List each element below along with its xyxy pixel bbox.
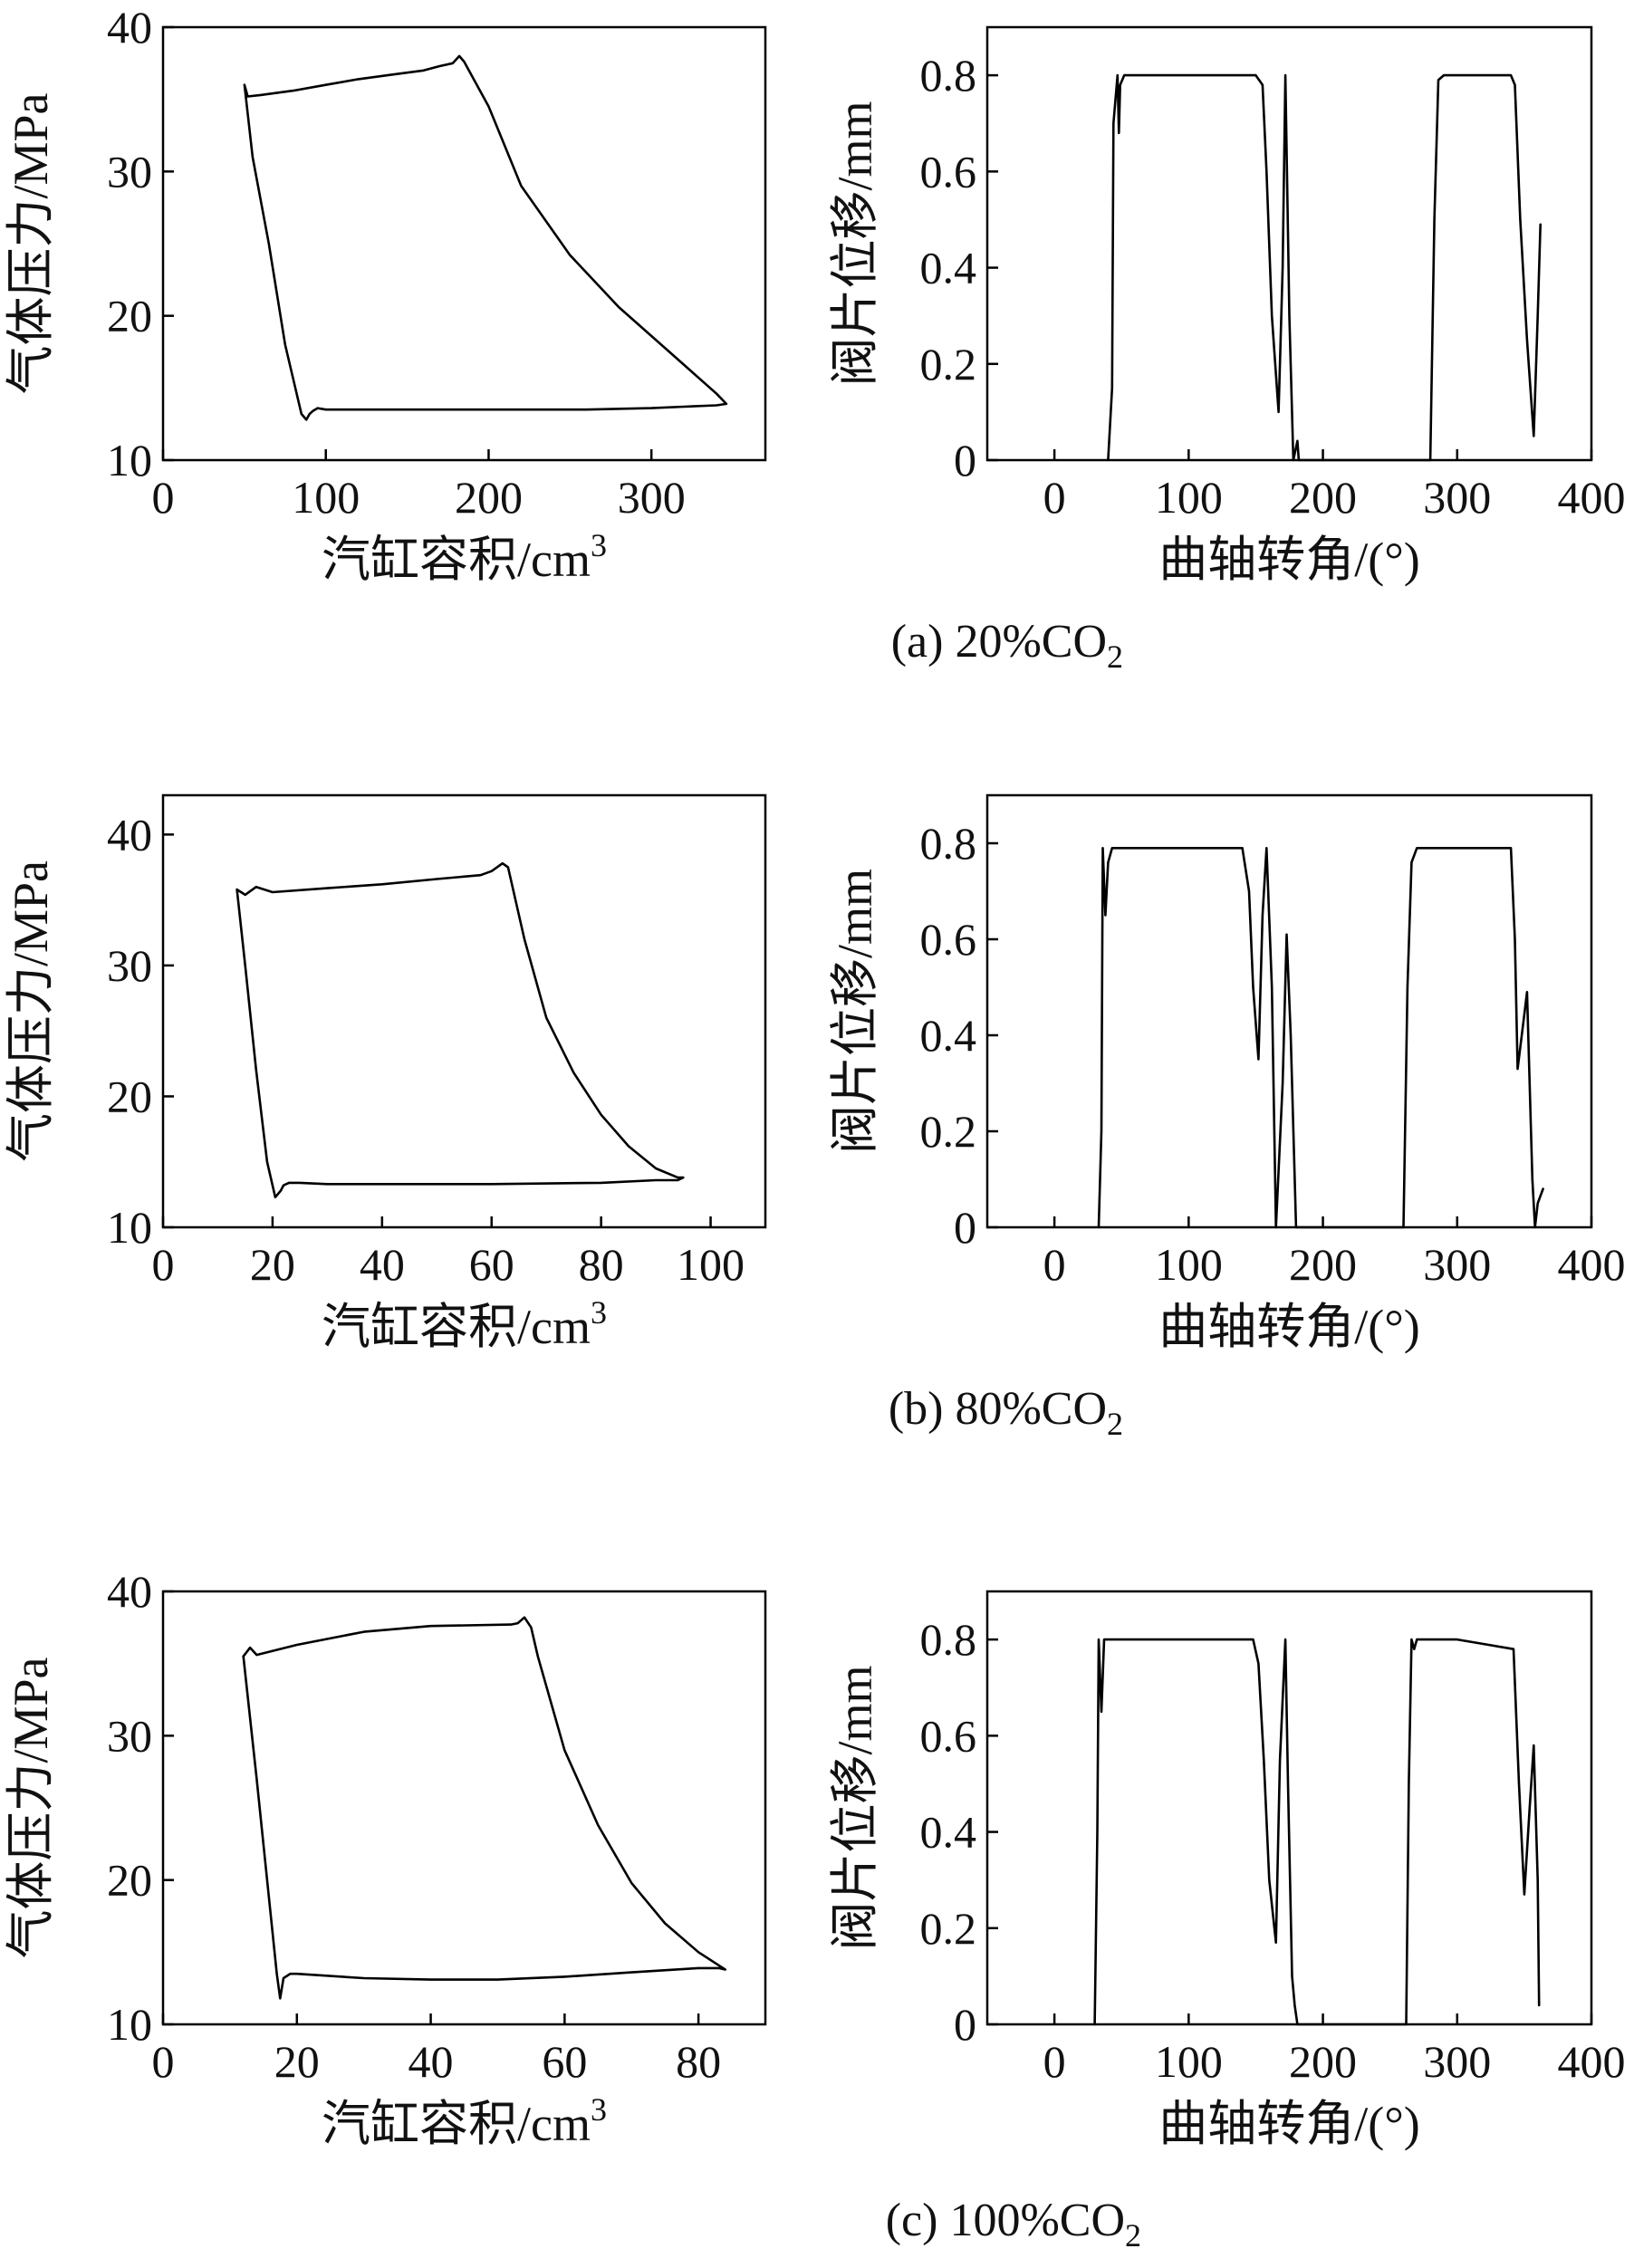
- x-tick-label: 100: [677, 1239, 745, 1290]
- y-axis-label: 气体压力/MPa: [4, 92, 58, 394]
- chart-a-valve: 0 100 200 300 400 0 0.2 0.4 0.6 0.8 曲轴转角/(°) 阀片位移/m…: [828, 25, 1626, 587]
- x-axis-label: 曲轴转角/(°): [1158, 533, 1420, 587]
- x-tick-label: 40: [408, 2036, 454, 2087]
- y-tick-label: 10: [107, 1999, 152, 2050]
- y-tick-label: 0.2: [920, 1903, 977, 1954]
- y-tick-label: 20: [107, 1071, 152, 1121]
- x-axis-label: 汽缸容积/cm3: [322, 527, 607, 587]
- y-tick-label: 0.4: [920, 1807, 977, 1858]
- plot-frame: [985, 1590, 1593, 2026]
- chart-b-valve: 0 100 200 300 400 0 0.2 0.4 0.6 0.8 曲轴转角/(°) 阀片位移/m…: [828, 793, 1626, 1354]
- data-series-line: [1097, 847, 1544, 1229]
- y-axis-label: 气体压力/MPa: [4, 860, 58, 1162]
- y-tick-label: 30: [107, 1710, 152, 1761]
- y-tick-label: 20: [107, 1855, 152, 1906]
- x-tick-label: 200: [1289, 472, 1357, 523]
- data-series-line: [235, 861, 685, 1199]
- y-axis-label: 阀片位移/mm: [828, 101, 882, 386]
- plot-frame: [161, 1590, 767, 2026]
- y-tick-label: 30: [107, 940, 152, 991]
- x-tick-label: 300: [1423, 1239, 1491, 1290]
- x-axis-label: 汽缸容积/cm3: [322, 1294, 607, 1354]
- plot-frame: [985, 793, 1593, 1229]
- x-tick-label: 0: [1043, 1239, 1066, 1290]
- y-tick-label: 0: [954, 435, 976, 485]
- x-tick-label: 300: [1423, 2036, 1491, 2087]
- plot-frame: [161, 25, 767, 462]
- y-tick-label: 0.8: [920, 818, 977, 869]
- x-tick-label: 80: [676, 2036, 721, 2087]
- y-tick-label: 0.2: [920, 1106, 977, 1157]
- y-axis-label: 阀片位移/mm: [828, 869, 882, 1154]
- x-tick-label: 20: [274, 2036, 320, 2087]
- y-tick-label: 0.6: [920, 914, 977, 965]
- data-series-line: [1093, 1638, 1541, 2026]
- x-tick-label: 0: [1043, 472, 1066, 523]
- x-tick-label: 0: [152, 2036, 175, 2087]
- y-tick-label: 40: [107, 809, 152, 860]
- x-tick-label: 60: [469, 1239, 514, 1290]
- x-tick-label: 0: [152, 472, 175, 523]
- y-tick-label: 10: [107, 1202, 152, 1253]
- x-tick-label: 100: [292, 472, 360, 523]
- x-tick-label: 60: [542, 2036, 587, 2087]
- y-axis-label: 阀片位移/mm: [828, 1665, 882, 1950]
- x-tick-label: 200: [1289, 1239, 1357, 1290]
- chart-c-valve: 0 100 200 300 400 0 0.2 0.4 0.6 0.8 曲轴转角/(°) 阀片位移/m…: [828, 1590, 1626, 2151]
- y-tick-label: 40: [107, 1566, 152, 1617]
- caption-b: (b) 80%CO2: [889, 1383, 1123, 1442]
- x-axis-label: 曲轴转角/(°): [1158, 2097, 1420, 2151]
- y-tick-label: 0.8: [920, 50, 977, 101]
- x-tick-label: 200: [455, 472, 523, 523]
- x-tick-label: 400: [1558, 1239, 1626, 1290]
- y-axis-label: 气体压力/MPa: [4, 1657, 58, 1958]
- x-tick-label: 80: [579, 1239, 624, 1290]
- x-tick-label: 100: [1155, 2036, 1223, 2087]
- x-tick-label: 0: [1043, 2036, 1066, 2087]
- x-tick-label: 0: [152, 1239, 175, 1290]
- data-series-line: [1107, 73, 1542, 462]
- y-tick-label: 0.8: [920, 1614, 977, 1665]
- y-tick-label: 0.4: [920, 243, 977, 293]
- y-tick-label: 40: [107, 2, 152, 53]
- data-series-line: [243, 54, 728, 421]
- x-tick-label: 100: [1155, 472, 1223, 523]
- x-tick-label: 400: [1558, 472, 1626, 523]
- y-tick-label: 10: [107, 435, 152, 485]
- x-axis-label: 汽缸容积/cm3: [322, 2091, 607, 2151]
- x-tick-label: 200: [1289, 2036, 1357, 2087]
- caption-a: (a) 20%CO2: [891, 616, 1123, 675]
- plot-frame: [161, 793, 767, 1229]
- plot-frame: [985, 25, 1593, 462]
- data-series-line: [242, 1616, 726, 2000]
- y-tick-label: 0.6: [920, 146, 977, 197]
- caption-c: (c) 100%CO2: [886, 2195, 1141, 2254]
- x-tick-label: 300: [618, 472, 686, 523]
- y-tick-label: 0.2: [920, 339, 977, 389]
- y-tick-label: 20: [107, 291, 152, 341]
- y-tick-label: 0.6: [920, 1710, 977, 1761]
- x-axis-label: 曲轴转角/(°): [1158, 1300, 1420, 1354]
- x-tick-label: 400: [1558, 2036, 1626, 2087]
- y-tick-label: 30: [107, 146, 152, 197]
- x-tick-label: 20: [250, 1239, 295, 1290]
- y-tick-label: 0: [954, 1999, 976, 2050]
- y-tick-label: 0: [954, 1202, 976, 1253]
- x-tick-label: 40: [360, 1239, 405, 1290]
- x-tick-label: 300: [1423, 472, 1491, 523]
- y-tick-label: 0.4: [920, 1010, 977, 1061]
- x-tick-label: 100: [1155, 1239, 1223, 1290]
- chart-a-pv: 0 100 200 300 10 20 30 40 汽缸容积/cm3 气体压力/MPa: [4, 2, 767, 587]
